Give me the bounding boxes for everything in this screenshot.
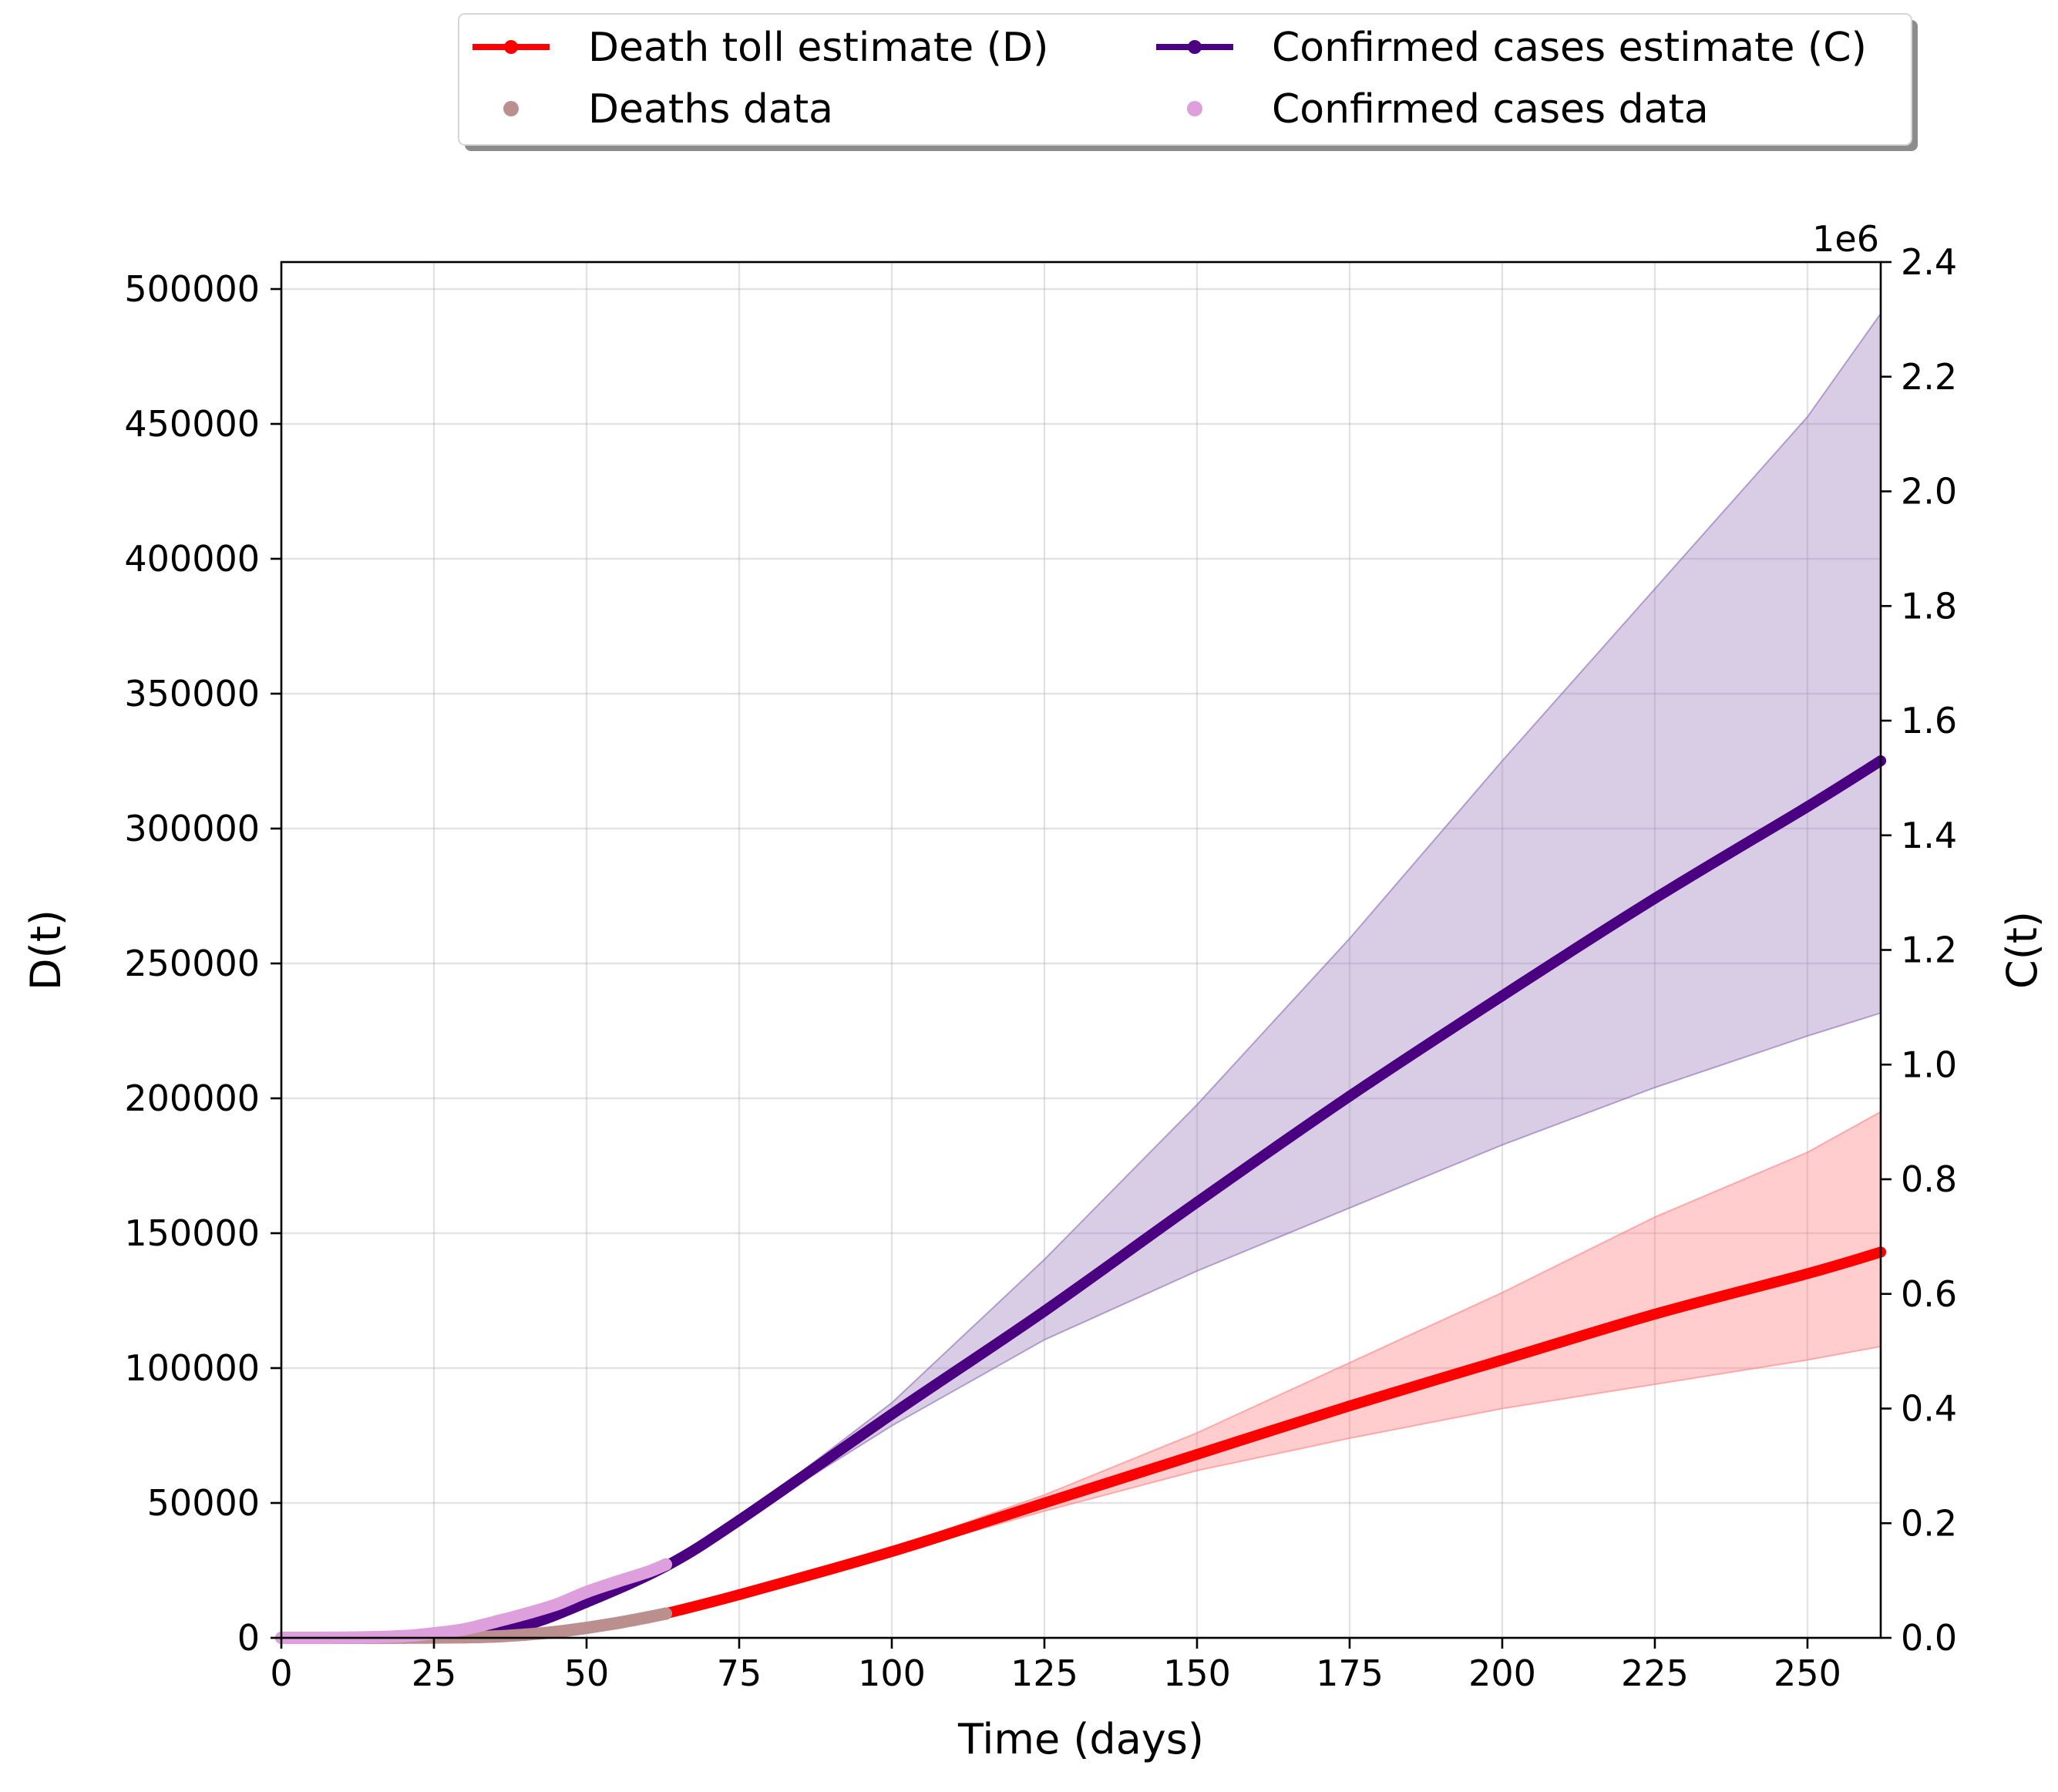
y-right-tick-label: 0.4 (1901, 1388, 1957, 1430)
y-left-tick-label: 350000 (124, 673, 260, 714)
data-point (659, 1558, 672, 1571)
legend: Death toll estimate (D) Confirmed cases e… (458, 13, 1918, 151)
y-right-tick-label: 0.2 (1901, 1502, 1957, 1544)
legend-box (458, 13, 1912, 146)
x-tick-label: 150 (1163, 1652, 1231, 1694)
y-right-tick-label: 2.0 (1901, 471, 1957, 513)
data-point (1496, 1354, 1508, 1366)
data-point (733, 1515, 745, 1526)
x-tick-label: 0 (270, 1652, 292, 1694)
data-point (1038, 1306, 1050, 1317)
series-line-death-toll-estimate-d (661, 1246, 1886, 1619)
y-right-tick-label: 1.0 (1901, 1044, 1957, 1085)
data-point (641, 1611, 654, 1624)
legend-swatch-dot (503, 101, 519, 116)
legend-swatch-marker (504, 40, 518, 54)
y-right-tick-label: 1.4 (1901, 815, 1957, 856)
y-left-tick-label: 450000 (124, 403, 260, 445)
x-tick-label: 175 (1316, 1652, 1384, 1694)
y-left-axis-label: D(t) (22, 909, 70, 990)
legend-label: Death toll estimate (D) (588, 25, 1048, 71)
y-right-tick-label: 1.8 (1901, 585, 1957, 627)
data-point (397, 1629, 410, 1642)
data-point (610, 1616, 624, 1629)
x-tick-label: 25 (412, 1652, 457, 1694)
data-point (580, 1585, 593, 1599)
data-point (1649, 1309, 1660, 1320)
y-left-tick-label: 200000 (124, 1078, 260, 1119)
y-right-tick-label: 1.2 (1901, 930, 1957, 971)
y-left-tick-label: 150000 (124, 1212, 260, 1254)
legend-label: Deaths data (588, 86, 833, 133)
x-tick-label: 100 (858, 1652, 926, 1694)
y-left-tick-label: 250000 (124, 943, 260, 984)
y-left-tick-label: 0 (237, 1617, 260, 1659)
data-point (1191, 1196, 1202, 1208)
data-point (519, 1628, 532, 1641)
data-point (1038, 1498, 1050, 1508)
x-tick-label: 50 (564, 1652, 610, 1694)
y-left-tick-label: 100000 (124, 1347, 260, 1389)
data-point (519, 1607, 532, 1620)
data-point (427, 1627, 440, 1640)
y-right-tick-label: 0.6 (1901, 1273, 1957, 1315)
data-point (550, 1626, 563, 1639)
data-point (458, 1622, 471, 1636)
x-tick-label: 250 (1774, 1652, 1841, 1694)
data-point (1343, 1091, 1355, 1102)
data-point (580, 1622, 593, 1635)
data-point (659, 1607, 672, 1620)
data-point (886, 1546, 897, 1557)
data-point (1343, 1400, 1355, 1411)
data-point (1801, 1268, 1813, 1279)
x-tick-label: 200 (1468, 1652, 1536, 1694)
data-point (520, 1619, 531, 1631)
grid-layer (280, 262, 1881, 1639)
legend-label: Confirmed cases estimate (C) (1272, 25, 1867, 71)
x-axis-label: Time (days) (957, 1715, 1204, 1763)
data-point (641, 1565, 654, 1579)
y-right-tick-label: 2.4 (1901, 241, 1957, 283)
legend-swatch-dot (1187, 101, 1202, 116)
data-point (1191, 1449, 1202, 1460)
y-left-tick-label: 400000 (124, 538, 260, 580)
y-right-tick-label: 1.6 (1901, 700, 1957, 741)
y-left-tick-label: 500000 (124, 268, 260, 310)
y-right-tick-label: 0.0 (1901, 1617, 1957, 1659)
y-left-tick-label: 50000 (147, 1482, 260, 1524)
data-point (1496, 990, 1508, 1001)
x-tick-label: 75 (717, 1652, 762, 1694)
data-point (610, 1575, 624, 1589)
data-point (489, 1630, 502, 1643)
y-right-axis-label: C(t) (1998, 911, 2046, 989)
y-right-offset-label: 1e6 (1812, 218, 1879, 260)
y-right-tick-label: 2.2 (1901, 356, 1957, 398)
data-point (886, 1408, 897, 1420)
y-right-tick-label: 0.8 (1901, 1158, 1957, 1200)
data-point (1649, 893, 1660, 904)
data-point (733, 1589, 745, 1600)
x-tick-label: 225 (1621, 1652, 1689, 1694)
axes-layer: 0 25 50 75 100 125 150 175 200 225 250 0 50000 100000… (22, 218, 2046, 1763)
x-tick-label: 125 (1011, 1652, 1078, 1694)
y-left-tick-label: 300000 (124, 808, 260, 849)
legend-label: Confirmed cases data (1272, 86, 1709, 133)
data-point (1801, 801, 1813, 812)
legend-swatch-marker (1188, 40, 1202, 54)
data-point (550, 1598, 563, 1611)
data-point (489, 1615, 502, 1629)
